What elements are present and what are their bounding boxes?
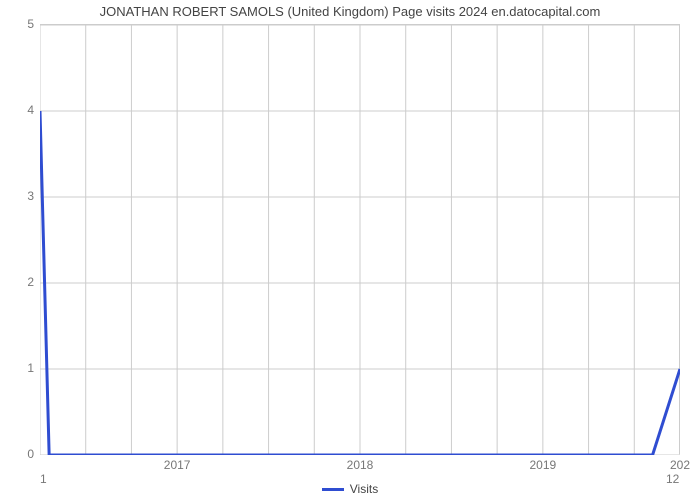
y-tick-label: 0 [27,447,34,461]
legend-swatch [322,488,344,491]
legend-label: Visits [350,482,378,496]
y-tick-label: 2 [27,275,34,289]
plot-area [40,24,680,454]
chart-svg [40,25,680,455]
y-tick-label: 5 [27,17,34,31]
x-tick-label: 2018 [347,458,374,472]
x-tick-label: 2019 [529,458,556,472]
chart-title: JONATHAN ROBERT SAMOLS (United Kingdom) … [0,4,700,19]
y-tick-label: 1 [27,361,34,375]
y-tick-label: 3 [27,189,34,203]
x-tick-label: 2017 [164,458,191,472]
grid-vertical [40,25,680,455]
legend: Visits [0,482,700,496]
chart-container: JONATHAN ROBERT SAMOLS (United Kingdom) … [0,0,700,500]
x-tick-label: 202 [670,458,690,472]
y-tick-label: 4 [27,103,34,117]
